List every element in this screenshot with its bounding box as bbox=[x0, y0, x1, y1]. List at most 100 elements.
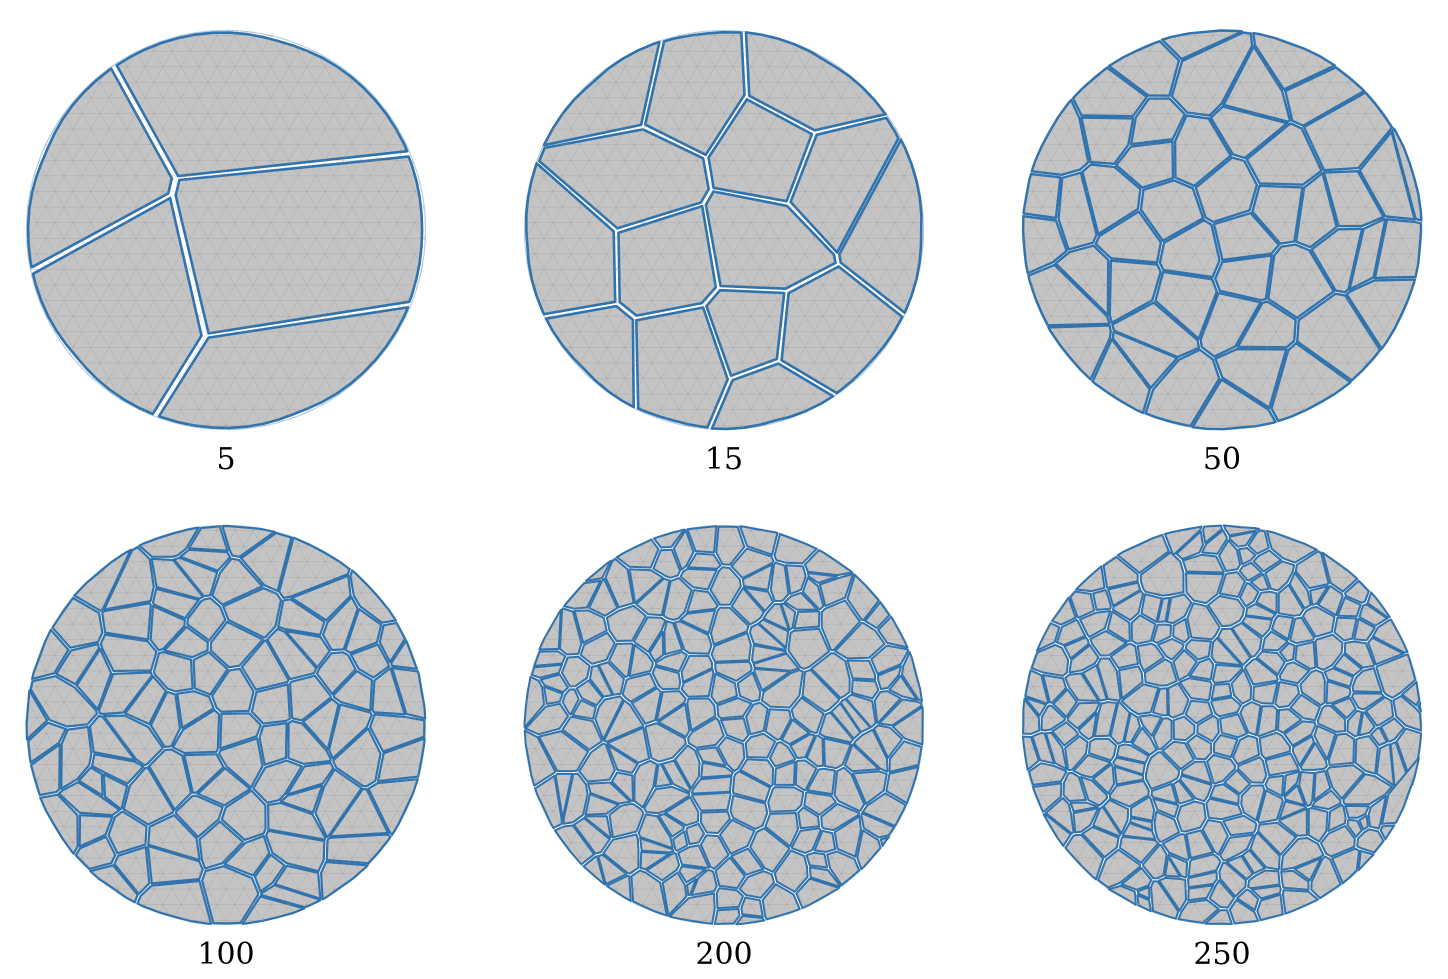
fragment bbox=[1219, 713, 1248, 739]
fragment bbox=[1180, 760, 1213, 785]
fragment bbox=[1291, 735, 1315, 767]
fragment bbox=[349, 643, 390, 679]
fragments bbox=[523, 525, 924, 926]
fragment bbox=[1331, 847, 1361, 885]
fragment bbox=[1216, 627, 1252, 666]
fragment bbox=[1241, 849, 1266, 875]
fragment bbox=[1358, 603, 1389, 627]
fragment bbox=[27, 721, 67, 764]
fragment bbox=[1353, 618, 1376, 642]
fragment bbox=[652, 548, 682, 579]
fragment bbox=[1331, 697, 1357, 720]
fragment bbox=[1257, 821, 1297, 856]
fragment bbox=[1228, 899, 1260, 925]
fragment bbox=[102, 546, 155, 611]
fragment bbox=[1138, 714, 1163, 737]
fragment bbox=[1380, 717, 1405, 743]
fragment bbox=[589, 664, 614, 698]
fragment bbox=[715, 525, 746, 566]
fragment bbox=[717, 736, 746, 773]
fragment bbox=[176, 690, 215, 729]
fragment bbox=[209, 620, 264, 669]
fragment bbox=[789, 733, 816, 759]
fragment bbox=[1112, 589, 1145, 622]
fragment bbox=[1022, 735, 1040, 771]
fragment bbox=[1311, 789, 1342, 811]
fragment bbox=[1123, 712, 1141, 744]
fragment bbox=[1107, 884, 1137, 906]
fragment bbox=[192, 651, 229, 696]
fragment bbox=[1344, 804, 1370, 819]
fragment-mesh-overlay bbox=[26, 525, 426, 925]
fragment bbox=[1278, 807, 1308, 837]
fragment bbox=[544, 304, 635, 409]
fragment bbox=[1170, 31, 1254, 117]
fragment bbox=[856, 829, 882, 871]
disc-boundary bbox=[25, 29, 427, 431]
fragment bbox=[78, 814, 114, 848]
fragment bbox=[780, 265, 904, 395]
fragment bbox=[31, 196, 203, 416]
fragment bbox=[714, 660, 753, 682]
fragment bbox=[1209, 105, 1289, 160]
fragment bbox=[1307, 806, 1329, 843]
fragmented-disc bbox=[523, 524, 925, 926]
fragment bbox=[1210, 682, 1233, 701]
fragment bbox=[1165, 593, 1193, 625]
fragment bbox=[813, 829, 837, 853]
fragments bbox=[525, 31, 923, 431]
fragment bbox=[1319, 825, 1356, 858]
fragment bbox=[1051, 596, 1077, 626]
fragment bbox=[677, 844, 710, 869]
fragment bbox=[31, 628, 70, 680]
fragment bbox=[1288, 571, 1312, 610]
fragment bbox=[1323, 667, 1354, 688]
fragment bbox=[1370, 726, 1388, 747]
fragment bbox=[1066, 701, 1101, 730]
fragment bbox=[376, 737, 426, 783]
fragment bbox=[851, 679, 880, 700]
fragmented-disc bbox=[523, 29, 925, 431]
fragment bbox=[839, 698, 872, 734]
fragment bbox=[1111, 330, 1179, 389]
fragment bbox=[26, 67, 174, 269]
fragment bbox=[715, 887, 744, 910]
fragment bbox=[267, 801, 327, 841]
fragment bbox=[241, 895, 306, 925]
fragment bbox=[1156, 637, 1185, 661]
fragment bbox=[1391, 127, 1423, 222]
fragment bbox=[1282, 770, 1301, 797]
fragment bbox=[1172, 618, 1190, 644]
fragment bbox=[321, 596, 359, 652]
fragment bbox=[1249, 573, 1270, 592]
fragment bbox=[201, 865, 260, 925]
fragment bbox=[605, 875, 632, 902]
fragment bbox=[1256, 650, 1286, 676]
fragment bbox=[686, 552, 722, 570]
panel-label: 15 bbox=[704, 442, 744, 477]
fragment bbox=[633, 616, 667, 653]
fragment bbox=[713, 908, 741, 925]
fragment bbox=[1172, 715, 1196, 742]
fragment bbox=[730, 587, 765, 626]
fragment bbox=[97, 671, 154, 716]
fragment bbox=[1322, 169, 1385, 228]
disc-boundary bbox=[1021, 524, 1423, 926]
fragment bbox=[1097, 848, 1142, 889]
fragment bbox=[1042, 813, 1072, 847]
fragment bbox=[818, 573, 854, 607]
fragment bbox=[1299, 669, 1326, 707]
fragment bbox=[709, 606, 750, 646]
fragment bbox=[89, 864, 139, 904]
fragment bbox=[1223, 769, 1251, 795]
fragment bbox=[588, 577, 619, 617]
fragment bbox=[533, 650, 567, 667]
fragment bbox=[328, 787, 390, 838]
fragment bbox=[674, 744, 701, 790]
fragment-mesh-overlay bbox=[1022, 30, 1422, 430]
fragment bbox=[57, 781, 121, 817]
fragment bbox=[1244, 657, 1279, 686]
fragment bbox=[587, 781, 632, 805]
fragment bbox=[690, 869, 718, 897]
fragment bbox=[220, 789, 267, 842]
